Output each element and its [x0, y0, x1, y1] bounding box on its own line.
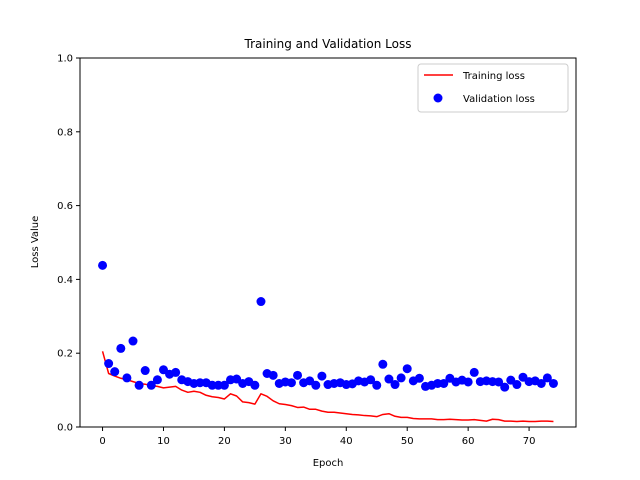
validation-loss-point	[110, 367, 120, 377]
y-tick-label: 1.0	[57, 54, 73, 65]
y-tick-label: 0.8	[57, 127, 73, 138]
validation-loss-point	[171, 367, 181, 377]
validation-loss-point	[146, 380, 156, 390]
chart-title: Training and Validation Loss	[244, 37, 412, 51]
validation-loss-point	[98, 260, 108, 270]
validation-loss-point	[122, 373, 132, 383]
validation-loss-point	[128, 336, 138, 346]
y-tick-label: 0.2	[57, 349, 73, 360]
y-axis-ticks: 0.0 0.2 0.4 0.6 0.8 1.0	[57, 54, 80, 434]
validation-loss-point	[372, 380, 382, 390]
y-tick-label: 0.0	[57, 423, 73, 434]
validation-loss-point	[548, 378, 558, 388]
x-tick-label: 40	[340, 436, 353, 447]
validation-loss-point	[293, 370, 303, 380]
legend-validation-marker-swatch	[433, 93, 443, 103]
legend-validation-label: Validation loss	[463, 94, 535, 105]
y-tick-label: 0.6	[57, 201, 73, 212]
legend-box	[417, 63, 569, 113]
validation-loss-point	[542, 373, 552, 383]
validation-loss-point	[268, 370, 278, 380]
x-axis-ticks: 0 10 20 30 40 50 60 70	[99, 427, 535, 447]
validation-loss-point	[396, 373, 406, 383]
validation-loss-point	[463, 377, 473, 387]
validation-loss-point	[402, 364, 412, 374]
y-tick-label: 0.4	[57, 275, 73, 286]
training-loss-line	[101, 351, 554, 423]
legend: Training loss Validation loss	[417, 63, 569, 113]
validation-loss-point	[134, 380, 144, 390]
validation-loss-point	[104, 359, 114, 369]
validation-loss-point	[378, 359, 388, 369]
plot-area	[98, 260, 558, 423]
x-axis-label: Epoch	[313, 458, 344, 469]
x-tick-label: 20	[218, 436, 231, 447]
validation-loss-point	[512, 380, 522, 390]
validation-loss-point	[140, 366, 150, 376]
validation-loss-point	[384, 374, 394, 384]
validation-loss-point	[390, 380, 400, 390]
validation-loss-point	[311, 380, 321, 390]
validation-loss-point	[317, 371, 327, 381]
y-axis-label: Loss Value	[30, 216, 41, 269]
validation-loss-point	[250, 380, 260, 390]
validation-loss-point	[152, 375, 162, 385]
validation-loss-point	[256, 297, 266, 307]
legend-training-label: Training loss	[462, 71, 525, 82]
x-tick-label: 0	[99, 436, 105, 447]
validation-loss-point	[494, 377, 504, 387]
plot-frame	[79, 57, 577, 428]
x-tick-label: 30	[279, 436, 292, 447]
validation-loss-point	[414, 373, 424, 383]
validation-loss-point	[286, 378, 296, 388]
x-tick-label: 50	[401, 436, 414, 447]
validation-loss-point	[536, 378, 546, 388]
validation-loss-point	[116, 343, 126, 353]
validation-loss-point	[366, 375, 376, 385]
validation-loss-point	[219, 380, 229, 390]
x-tick-label: 10	[157, 436, 170, 447]
validation-loss-point	[500, 382, 510, 392]
x-tick-label: 70	[523, 436, 536, 447]
validation-loss-point	[469, 367, 479, 377]
x-tick-label: 60	[462, 436, 475, 447]
validation-loss-point	[439, 378, 449, 388]
